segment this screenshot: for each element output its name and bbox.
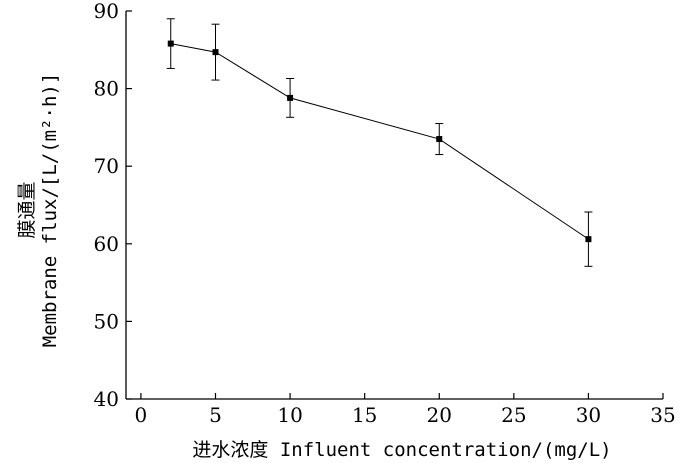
data-point xyxy=(167,40,174,47)
y-tick-label: 80 xyxy=(94,77,119,101)
y-tick-label: 50 xyxy=(94,309,119,333)
x-tick-label: 15 xyxy=(352,403,377,427)
x-tick-label: 30 xyxy=(576,403,601,427)
x-tick-label: 35 xyxy=(650,403,675,427)
x-tick-label: 25 xyxy=(501,403,526,427)
x-axis-title: 进水浓度 Influent concentration/(mg/L) xyxy=(192,439,611,461)
x-tick-label: 20 xyxy=(427,403,452,427)
data-point xyxy=(212,49,219,56)
y-ticks: 40 50 60 70 80 90 xyxy=(94,0,132,411)
y-tick-label: 90 xyxy=(94,0,119,23)
axes xyxy=(125,11,663,400)
series xyxy=(166,18,593,267)
y-tick-label: 60 xyxy=(94,232,119,256)
x-tick-label: 0 xyxy=(135,403,148,427)
series-line xyxy=(170,43,589,240)
x-tick-label: 5 xyxy=(209,403,222,427)
data-point xyxy=(585,236,592,243)
data-point xyxy=(436,136,443,143)
data-point xyxy=(287,94,294,101)
y-axis-title-chinese: 膜通量 xyxy=(16,181,38,238)
x-tick-label: 10 xyxy=(277,403,302,427)
y-axis-title-english: Membrane flux/[L/(m²·h)] xyxy=(39,73,61,348)
y-tick-label: 70 xyxy=(94,154,119,178)
y-tick-label: 40 xyxy=(94,387,119,411)
x-ticks: 0 5 10 15 20 25 30 35 xyxy=(135,393,676,427)
